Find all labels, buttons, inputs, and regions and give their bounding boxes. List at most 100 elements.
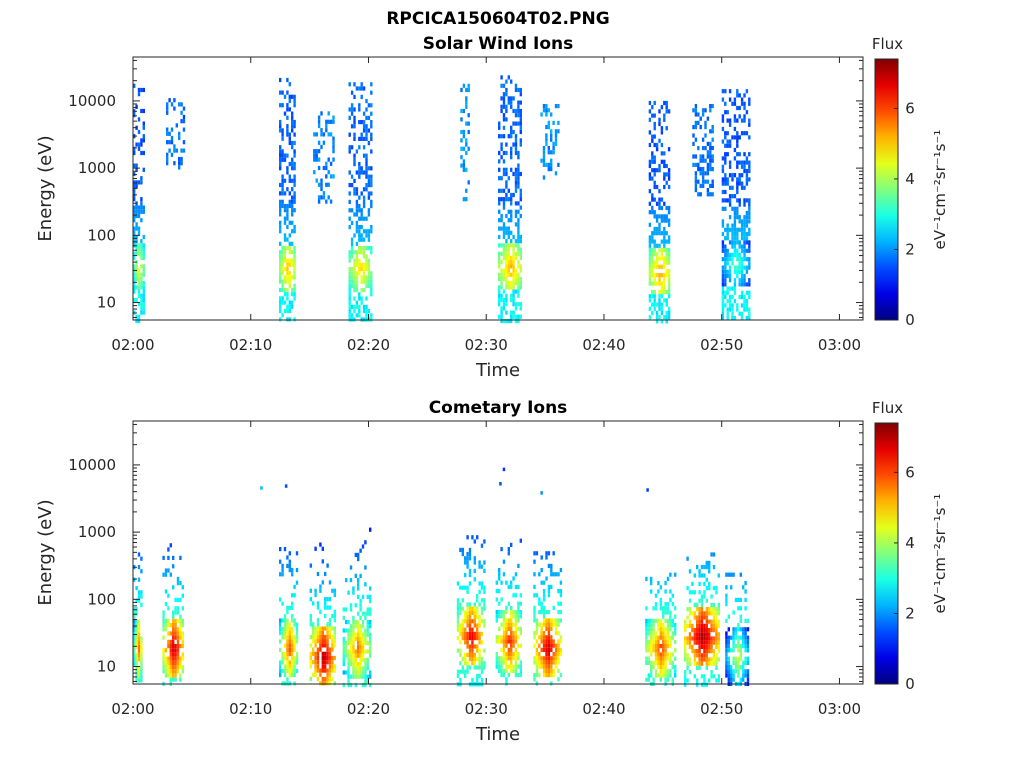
flux-cell bbox=[283, 287, 287, 293]
flux-cell bbox=[326, 643, 329, 648]
flux-cell bbox=[286, 622, 289, 627]
flux-cell bbox=[519, 314, 522, 319]
flux-cell bbox=[748, 311, 751, 316]
flux-cell bbox=[517, 176, 520, 181]
flux-cell bbox=[480, 619, 484, 624]
flux-cell bbox=[711, 167, 714, 172]
flux-cell bbox=[653, 264, 656, 269]
flux-cell bbox=[510, 281, 513, 286]
flux-cell bbox=[684, 657, 687, 662]
flux-cell bbox=[502, 318, 506, 324]
flux-cell bbox=[648, 247, 652, 253]
flux-cell bbox=[283, 547, 287, 552]
flux-cell bbox=[279, 271, 282, 276]
flux-cell bbox=[699, 171, 702, 176]
flux-cell bbox=[500, 660, 503, 665]
flux-cell bbox=[352, 586, 355, 591]
flux-cell bbox=[731, 315, 734, 321]
flux-cell bbox=[176, 635, 180, 640]
flux-cell bbox=[464, 619, 467, 624]
flux-cell bbox=[370, 166, 373, 171]
flux-cell bbox=[542, 660, 546, 665]
flux-cell bbox=[367, 141, 371, 146]
flux-cell bbox=[291, 635, 294, 640]
flux-cell bbox=[364, 540, 367, 545]
flux-cell bbox=[706, 171, 710, 176]
flux-cell bbox=[321, 655, 324, 661]
flux-cell bbox=[322, 191, 326, 196]
flux-cell bbox=[162, 572, 165, 577]
flux-cell bbox=[666, 618, 670, 623]
flux-cell bbox=[667, 239, 671, 244]
flux-cell bbox=[320, 182, 323, 187]
flux-cell bbox=[316, 571, 320, 577]
flux-cell bbox=[701, 112, 705, 117]
flux-cell bbox=[133, 180, 136, 185]
flux-cell bbox=[667, 147, 671, 152]
flux-cell bbox=[140, 644, 143, 649]
flux-cell bbox=[510, 96, 513, 101]
flux-cell bbox=[179, 660, 182, 665]
flux-cell bbox=[164, 648, 168, 653]
flux-cell bbox=[180, 156, 183, 162]
flux-cell bbox=[703, 678, 706, 683]
flux-cell bbox=[652, 644, 655, 649]
flux-cell bbox=[736, 118, 739, 123]
flux-cell bbox=[293, 660, 296, 665]
flux-cell bbox=[737, 669, 740, 674]
flux-cell bbox=[728, 252, 732, 258]
flux-cell bbox=[535, 631, 539, 636]
flux-cell bbox=[140, 138, 143, 143]
flux-cell bbox=[710, 649, 713, 654]
flux-cell bbox=[505, 281, 508, 286]
flux-cell bbox=[540, 626, 543, 631]
flux-cell bbox=[172, 665, 175, 670]
flux-cell bbox=[545, 635, 548, 640]
flux-cell bbox=[512, 639, 515, 644]
flux-cell bbox=[360, 262, 363, 267]
flux-cell bbox=[748, 265, 751, 270]
flux-cell bbox=[510, 155, 513, 160]
flux-cell bbox=[507, 285, 510, 290]
colorbar-title: Flux bbox=[872, 399, 903, 417]
flux-cell bbox=[688, 644, 692, 649]
flux-cell bbox=[669, 572, 672, 577]
flux-cell bbox=[286, 279, 289, 284]
flux-cell bbox=[512, 297, 515, 303]
flux-cell bbox=[700, 565, 704, 570]
flux-cell bbox=[309, 597, 312, 602]
flux-cell bbox=[659, 618, 662, 623]
flux-cell bbox=[703, 640, 706, 645]
flux-cell bbox=[545, 622, 548, 627]
flux-cell bbox=[552, 639, 555, 644]
flux-cell bbox=[517, 226, 520, 231]
flux-cell bbox=[660, 142, 664, 148]
flux-cell bbox=[684, 653, 687, 658]
flux-cell bbox=[708, 632, 711, 637]
flux-cell bbox=[456, 602, 460, 607]
flux-cell bbox=[466, 606, 469, 611]
flux-cell bbox=[658, 243, 661, 248]
flux-cell bbox=[352, 624, 355, 629]
flux-cell bbox=[361, 674, 365, 679]
flux-cell bbox=[730, 677, 733, 682]
flux-cell bbox=[517, 281, 520, 286]
flux-cell bbox=[693, 661, 696, 666]
flux-cell bbox=[473, 644, 476, 649]
flux-cell bbox=[329, 174, 333, 179]
flux-cell bbox=[733, 118, 737, 123]
flux-cell bbox=[349, 603, 353, 608]
flux-cell bbox=[174, 606, 177, 611]
flux-cell bbox=[286, 317, 289, 322]
flux-cell bbox=[288, 203, 291, 209]
flux-cell bbox=[740, 185, 744, 190]
flux-cell bbox=[743, 282, 746, 287]
flux-cell bbox=[645, 644, 648, 649]
flux-cell bbox=[743, 215, 746, 220]
flux-cell bbox=[669, 635, 672, 640]
flux-cell bbox=[466, 535, 469, 540]
flux-cell bbox=[181, 652, 184, 657]
flux-cell bbox=[652, 665, 655, 670]
flux-cell bbox=[717, 623, 720, 628]
flux-cell bbox=[350, 246, 354, 251]
